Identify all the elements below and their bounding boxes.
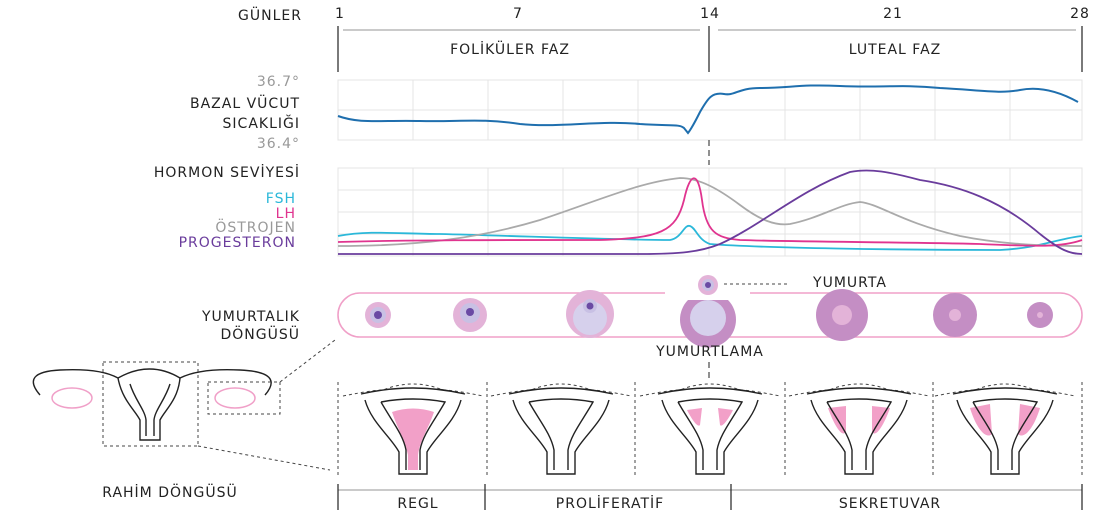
days-label: GÜNLER [238,6,302,24]
phase-regl: REGL [397,496,438,512]
temp-max: 36.7° [257,74,300,90]
uterus-brackets [338,484,1082,510]
day-tick: 7 [513,6,523,22]
phase-secretory: SEKRETUVAR [839,496,941,512]
legend-progesterone: PROGESTERON [179,235,296,251]
temp-grid [338,80,1082,140]
phase-proliferative: PROLİFERATİF [556,494,664,512]
cycle-diagram: GÜNLER 1 7 14 21 28 FOLİKÜLER FAZ LUTEAL… [0,0,1107,520]
legend-estrogen: ÖSTROJEN [215,218,296,236]
temp-curve [338,85,1078,133]
phase-label: FOLİKÜLER FAZ [450,40,570,58]
hormone-grid [338,168,1082,256]
ovary-label: YUMURTALIK [201,309,300,325]
phase-label: LUTEAL FAZ [849,42,942,58]
uterus-illustration [33,340,335,470]
hormone-title: HORMON SEVİYESİ [154,163,300,181]
uterus-row [338,382,1082,478]
temp-label: BAZAL VÜCUT [190,94,300,112]
ovulation-label: YUMURTLAMA [655,344,764,360]
temp-label: SICAKLIĞI [223,114,300,132]
egg-label: YUMURTA [812,275,887,291]
day-tick: 14 [700,6,720,22]
temp-min: 36.4° [257,136,300,152]
uterus-label: RAHİM DÖNGÜSÜ [102,483,237,501]
ovary-label: DÖNGÜSÜ [220,325,300,343]
day-tick: 21 [883,6,903,22]
ovary-band [338,275,1082,348]
day-tick: 28 [1070,6,1090,22]
day-tick: 1 [335,6,345,22]
legend-fsh: FSH [266,191,296,207]
